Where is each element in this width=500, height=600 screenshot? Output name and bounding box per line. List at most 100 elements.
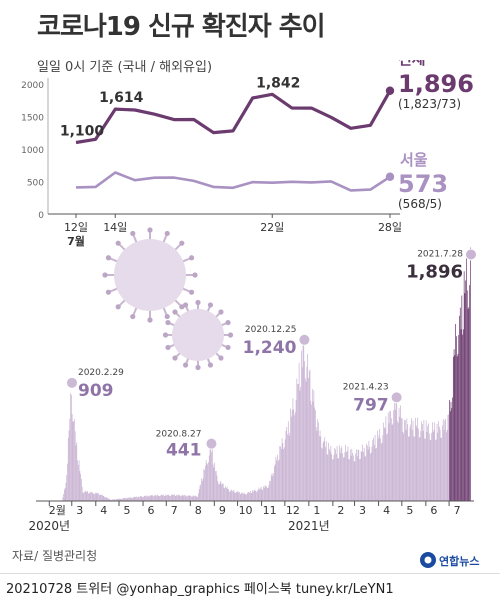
daily-bar [184,495,186,501]
daily-bar [236,491,238,501]
daily-bar [428,423,429,501]
month-label: 2월 [49,504,66,517]
x-tick-label: 28일 [378,220,402,234]
daily-bar [293,409,295,501]
daily-bar [421,423,423,501]
daily-bar [250,493,252,501]
daily-bar [337,458,339,501]
month-label: 10 [239,504,253,517]
x-tick-label: 12일 [64,220,88,234]
daily-bar [96,493,98,501]
daily-bar [314,407,315,501]
daily-bar [466,290,468,501]
daily-bar [188,495,190,501]
virus-spike-tip [105,289,112,295]
daily-bar [418,428,419,501]
daily-bar [460,329,462,501]
source-label: 자료/ 질병관리청 [12,549,98,563]
daily-bar [244,493,246,501]
daily-bar [246,494,247,501]
daily-bar [222,483,224,501]
daily-bar [130,497,132,501]
daily-bar [332,459,333,501]
daily-bar [414,436,415,501]
chart-subtitle: 일일 0시 기준 (국내 / 해외유입) [37,60,213,75]
daily-bar [426,431,428,501]
daily-bar [100,494,102,501]
daily-bar [258,487,260,501]
daily-bar [192,495,194,501]
daily-bar [339,453,341,501]
daily-bar [243,492,245,501]
daily-bar [265,486,267,501]
virus-spike-tip [195,299,201,306]
month-label: 5 [124,504,131,517]
daily-bar [411,429,413,501]
daily-bar [208,455,210,501]
daily-bar [313,390,315,501]
daily-bar [338,458,339,501]
daily-bar [181,496,182,501]
daily-bar [333,454,335,501]
daily-bar [303,342,305,501]
daily-bar [449,411,451,501]
daily-bar [242,493,244,501]
daily-bar [172,495,174,501]
daily-bar [450,401,452,501]
daily-bar [174,494,175,501]
y-tick-label: 1000 [21,146,44,156]
daily-bar [427,425,429,501]
daily-bar [458,335,460,501]
x-tick-label: 14일 [103,220,127,234]
annotation-marker [65,376,78,389]
daily-bar [69,418,71,501]
daily-bar [366,443,367,501]
daily-bar [87,491,88,501]
daily-bar [217,481,219,501]
month-label: 6 [430,504,437,517]
daily-bar [442,419,444,501]
daily-bar [377,430,378,501]
daily-bar [113,499,115,501]
daily-bar [401,418,403,501]
daily-bar [347,446,349,501]
year-label: 2021년 [288,519,330,533]
daily-bar [302,343,304,501]
daily-bar [155,495,157,501]
daily-bar [97,492,99,501]
daily-bar [193,495,195,501]
virus-spike-tip [225,319,231,326]
daily-bar [308,371,310,501]
daily-bar [266,486,267,501]
daily-bar [304,361,305,501]
daily-bar [93,494,95,501]
daily-bar [425,420,427,501]
daily-bar [386,434,388,501]
daily-bar [255,490,257,501]
month-label: 4 [383,504,390,517]
daily-bar [150,494,152,501]
daily-bar [429,439,431,501]
virus-spike-tip [162,332,169,338]
daily-bar [447,415,449,501]
daily-bar [139,496,141,501]
daily-bar [380,443,382,501]
daily-bar [152,495,154,501]
daily-bar [462,334,463,501]
daily-bar [430,440,432,501]
daily-bar [122,498,123,501]
daily-bar [374,434,376,501]
daily-bar [95,492,96,501]
daily-bar [315,427,317,501]
daily-bar [253,491,254,501]
daily-bar [467,308,469,501]
daily-bar [164,495,166,501]
daily-bar [296,378,298,501]
daily-bar [455,323,456,501]
daily-bar [120,498,122,501]
annotation-value: 797 [353,395,389,415]
daily-bar [89,491,91,501]
daily-bar [369,446,370,501]
daily-bar [419,437,421,501]
